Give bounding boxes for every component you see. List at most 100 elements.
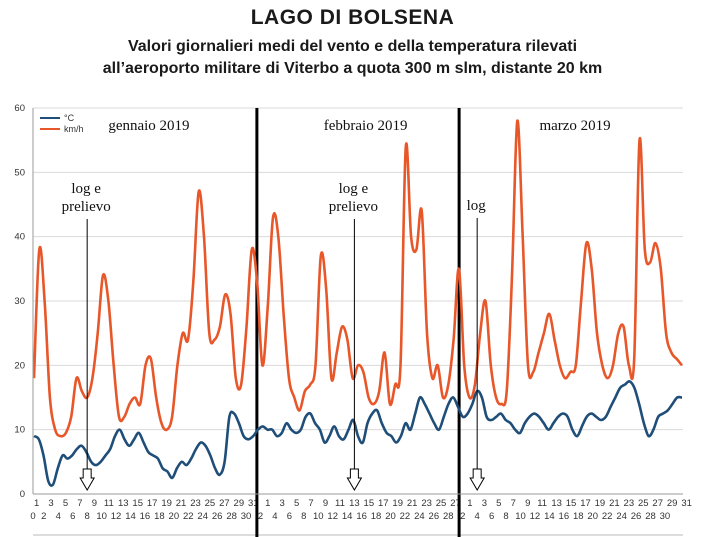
x-tick-label-row1: 23 <box>624 498 635 509</box>
x-tick-label-row1: 15 <box>566 498 577 509</box>
x-tick-label-row2: 4 <box>56 511 61 522</box>
down-arrow-icon <box>79 468 96 491</box>
annotation-label: prelievo <box>62 199 111 215</box>
x-tick-label-row2: 10 <box>96 511 107 522</box>
x-tick-label-row1: 7 <box>77 498 82 509</box>
x-tick-label-row1: 27 <box>219 498 230 509</box>
x-tick-label-row2: 4 <box>272 511 277 522</box>
y-tick-label: 60 <box>14 103 25 114</box>
x-tick-label-row2: 18 <box>154 511 165 522</box>
x-tick-label-row1: 17 <box>580 498 591 509</box>
y-tick-label: 20 <box>14 360 25 371</box>
x-tick-label-row1: 25 <box>205 498 216 509</box>
down-arrow-icon <box>346 468 363 491</box>
x-tick-label-row2: 14 <box>544 511 555 522</box>
x-tick-label-row2: 4 <box>475 511 480 522</box>
x-tick-label-row2: 6 <box>287 511 292 522</box>
x-tick-label-row2: 22 <box>400 511 411 522</box>
x-tick-label-row2: 6 <box>70 511 75 522</box>
y-tick-label: 50 <box>14 167 25 178</box>
x-tick-label-row2: 8 <box>85 511 90 522</box>
legend-label: km/h <box>64 124 84 134</box>
x-tick-label-row1: 27 <box>450 498 461 509</box>
x-tick-label-row2: 24 <box>197 511 208 522</box>
x-axis-ticks: 1 3 5 7 9 11 13 15 17 19 21 23 25 27 29 31 1 3 5 7 9 11 13 15 17… <box>30 498 692 536</box>
chart-subtitle-line2: all’aeroporto militare di Viterbo a quot… <box>102 60 603 77</box>
x-tick-label-row2: 28 <box>226 511 237 522</box>
series-line <box>32 119 683 438</box>
x-tick-label-row1: 7 <box>308 498 313 509</box>
x-tick-label-row1: 23 <box>190 498 201 509</box>
x-tick-label-row2: 22 <box>183 511 194 522</box>
down-arrow-icon <box>469 468 486 491</box>
x-tick-label-row2: 12 <box>111 511 122 522</box>
x-tick-label-row2: 22 <box>602 511 613 522</box>
series-line <box>33 380 683 487</box>
annotations: log e prelievo log e prelievo log <box>62 181 487 491</box>
x-tick-label-row1: 5 <box>496 498 501 509</box>
x-tick-label-row1: 11 <box>537 498 547 509</box>
x-tick-label-row2: 30 <box>241 511 252 522</box>
annotation-label: log <box>467 198 487 214</box>
x-tick-label-row1: 5 <box>294 498 299 509</box>
x-tick-label-row1: 23 <box>421 498 432 509</box>
x-tick-label-row1: 13 <box>551 498 562 509</box>
x-tick-label-row2: 26 <box>429 511 440 522</box>
month-label: febbraio 2019 <box>324 118 408 134</box>
y-tick-label: 30 <box>14 296 25 307</box>
x-tick-label-row1: 25 <box>638 498 649 509</box>
x-tick-label-row1: 1 <box>467 498 472 509</box>
x-tick-label-row1: 3 <box>482 498 487 509</box>
x-tick-label-row2: 26 <box>631 511 642 522</box>
month-label: gennaio 2019 <box>108 118 189 134</box>
x-tick-label-row1: 31 <box>248 498 259 509</box>
x-tick-label-row1: 21 <box>609 498 620 509</box>
x-tick-label-row2: 6 <box>489 511 494 522</box>
x-tick-label-row1: 9 <box>323 498 328 509</box>
x-tick-label-row2: 2 <box>258 511 263 522</box>
x-tick-label-row2: 20 <box>385 511 396 522</box>
y-tick-label: 0 <box>20 489 25 500</box>
x-tick-label-row2: 10 <box>515 511 526 522</box>
x-tick-label-row2: 18 <box>573 511 584 522</box>
x-tick-label-row1: 5 <box>63 498 68 509</box>
series-group <box>32 119 683 487</box>
month-dividers <box>255 108 461 537</box>
x-tick-label-row1: 21 <box>176 498 187 509</box>
x-tick-label-row1: 17 <box>147 498 158 509</box>
x-tick-label-row2: 16 <box>140 511 151 522</box>
x-tick-label-row2: 30 <box>660 511 671 522</box>
x-tick-label-row2: 0 <box>30 511 35 522</box>
x-tick-label-row1: 19 <box>161 498 172 509</box>
x-tick-label-row2: 16 <box>559 511 570 522</box>
x-tick-label-row1: 1 <box>34 498 39 509</box>
y-axis-ticks: 0 10 20 30 40 50 60 <box>14 103 25 500</box>
month-labels: gennaio 2019 febbraio 2019 marzo 2019 <box>108 118 610 134</box>
x-tick-label-row2: 26 <box>212 511 223 522</box>
x-tick-label-row1: 15 <box>132 498 143 509</box>
x-tick-label-row2: 14 <box>342 511 353 522</box>
x-tick-label-row2: 2 <box>41 511 46 522</box>
annotation-label: log e <box>339 181 369 197</box>
x-tick-label-row2: 2 <box>460 511 465 522</box>
x-tick-label-row1: 13 <box>349 498 360 509</box>
y-tick-label: 40 <box>14 232 25 243</box>
x-tick-label-row1: 19 <box>392 498 403 509</box>
x-tick-label-row2: 12 <box>327 511 338 522</box>
x-tick-label-row1: 29 <box>234 498 245 509</box>
x-tick-label-row1: 11 <box>335 498 345 509</box>
annotation-label: log e <box>71 181 101 197</box>
x-tick-label-row1: 29 <box>667 498 678 509</box>
x-tick-label-row1: 13 <box>118 498 129 509</box>
x-tick-label-row1: 17 <box>378 498 389 509</box>
x-tick-label-row1: 7 <box>511 498 516 509</box>
x-tick-label-row2: 8 <box>503 511 508 522</box>
chart-title: LAGO DI BOLSENA <box>250 6 455 29</box>
x-tick-label-row1: 3 <box>280 498 285 509</box>
x-tick-label-row2: 8 <box>301 511 306 522</box>
x-tick-label-row2: 20 <box>587 511 598 522</box>
x-tick-label-row2: 14 <box>125 511 136 522</box>
x-tick-label-row2: 12 <box>530 511 541 522</box>
x-tick-label-row2: 28 <box>645 511 656 522</box>
